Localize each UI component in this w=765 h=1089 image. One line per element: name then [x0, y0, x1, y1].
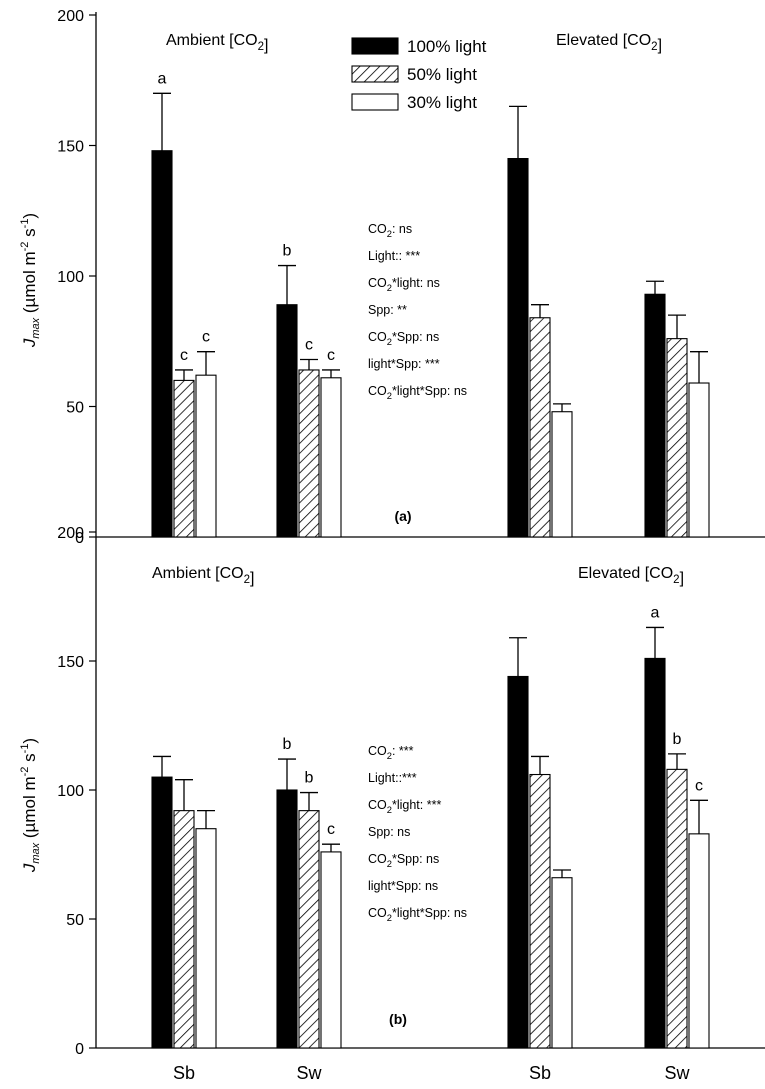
significance-letter: b: [283, 736, 292, 753]
bar-open-sb: [551, 411, 573, 538]
bar-open-sb: [195, 828, 217, 1049]
bar-hatched-sw: [666, 338, 688, 538]
legend-label: 50% light: [407, 65, 477, 84]
y-tick-label: 50: [66, 912, 84, 929]
significance-letter: c: [180, 347, 188, 364]
y-tick-label: 0: [75, 530, 84, 547]
x-category-label-sb: Sb: [529, 1063, 551, 1083]
bar-open-sb: [195, 374, 217, 538]
bar-solid-sw: [644, 293, 666, 538]
significance-letter: c: [695, 777, 703, 794]
y-tick-label: 50: [66, 400, 84, 417]
chart-layer: 0 50 100 150 200 Jmax (µmol m-2 s-1) Ambient […: [19, 8, 765, 1083]
y-tick-label: 100: [57, 269, 84, 286]
y-tick-label: 200: [57, 525, 84, 542]
legend-label: 100% light: [407, 37, 487, 56]
panel-label: (b): [389, 1011, 407, 1027]
panel-label: (a): [394, 508, 411, 524]
stats-line: CO2: ***: [368, 744, 414, 761]
bar-open-sw: [320, 377, 342, 538]
x-category-label-sb: Sb: [173, 1063, 195, 1083]
bar-hatched-sb: [173, 379, 195, 538]
stats-line: Light::***: [368, 771, 417, 785]
group-label-ambient: Ambient [CO2]: [152, 565, 254, 587]
bar-solid-sb: [507, 158, 529, 538]
bar-open-sw: [688, 833, 710, 1049]
legend-swatch-open: [351, 93, 399, 111]
bar-hatched-sb: [529, 317, 551, 538]
stats-line: CO2*light: ns: [368, 276, 440, 293]
group-label-elevated: Elevated [CO2]: [556, 32, 662, 54]
x-category-label-sw: Sw: [296, 1063, 322, 1083]
bar-solid-sb: [151, 150, 173, 538]
bar-solid-sb: [151, 776, 173, 1049]
y-tick-label: 0: [75, 1041, 84, 1058]
significance-letter: a: [651, 604, 660, 621]
bar-solid-sw: [276, 304, 298, 538]
bar-hatched-sw: [298, 810, 320, 1049]
significance-letter: c: [327, 347, 335, 364]
stats-line: CO2*light: ***: [368, 798, 441, 815]
x-category-label-sw: Sw: [664, 1063, 690, 1083]
significance-letter: c: [202, 329, 210, 346]
significance-letter: b: [305, 770, 314, 787]
bar-hatched-sw: [666, 768, 688, 1049]
group-label-ambient: Ambient [CO2]: [166, 32, 268, 54]
significance-letter: c: [327, 821, 335, 838]
significance-letter: b: [283, 243, 292, 260]
y-axis-label: Jmax (µmol m-2 s-1): [19, 213, 42, 348]
legend-label: 30% light: [407, 93, 477, 112]
group-label-elevated: Elevated [CO2]: [578, 565, 684, 587]
y-tick-label: 150: [57, 654, 84, 671]
stats-line: CO2*Spp: ns: [368, 852, 439, 869]
bar-hatched-sb: [173, 810, 195, 1049]
stats-line: CO2*Spp: ns: [368, 330, 439, 347]
legend-swatch-solid: [351, 37, 399, 55]
bar-open-sb: [551, 877, 573, 1049]
bar-solid-sw: [276, 789, 298, 1049]
legend-swatch-hatched: [351, 65, 399, 83]
significance-letter: a: [158, 70, 167, 87]
y-axis-label: Jmax (µmol m-2 s-1): [19, 738, 42, 873]
bar-open-sw: [320, 851, 342, 1049]
stats-line: light*Spp: ns: [368, 879, 438, 893]
stats-line: CO2*light*Spp: ns: [368, 384, 467, 401]
bar-hatched-sw: [298, 369, 320, 538]
stats-line: CO2: ns: [368, 222, 412, 239]
y-tick-label: 150: [57, 139, 84, 156]
stats-line: Spp: ns: [368, 825, 410, 839]
bar-solid-sb: [507, 675, 529, 1049]
stats-line: Light:: ***: [368, 249, 420, 263]
bar-open-sw: [688, 382, 710, 538]
y-tick-label: 200: [57, 8, 84, 25]
stats-line: light*Spp: ***: [368, 357, 440, 371]
y-tick-label: 100: [57, 783, 84, 800]
significance-letter: b: [673, 731, 682, 748]
significance-letter: c: [305, 337, 313, 354]
stats-line: Spp: **: [368, 303, 407, 317]
bar-hatched-sb: [529, 773, 551, 1049]
bar-solid-sw: [644, 657, 666, 1049]
stats-line: CO2*light*Spp: ns: [368, 906, 467, 923]
